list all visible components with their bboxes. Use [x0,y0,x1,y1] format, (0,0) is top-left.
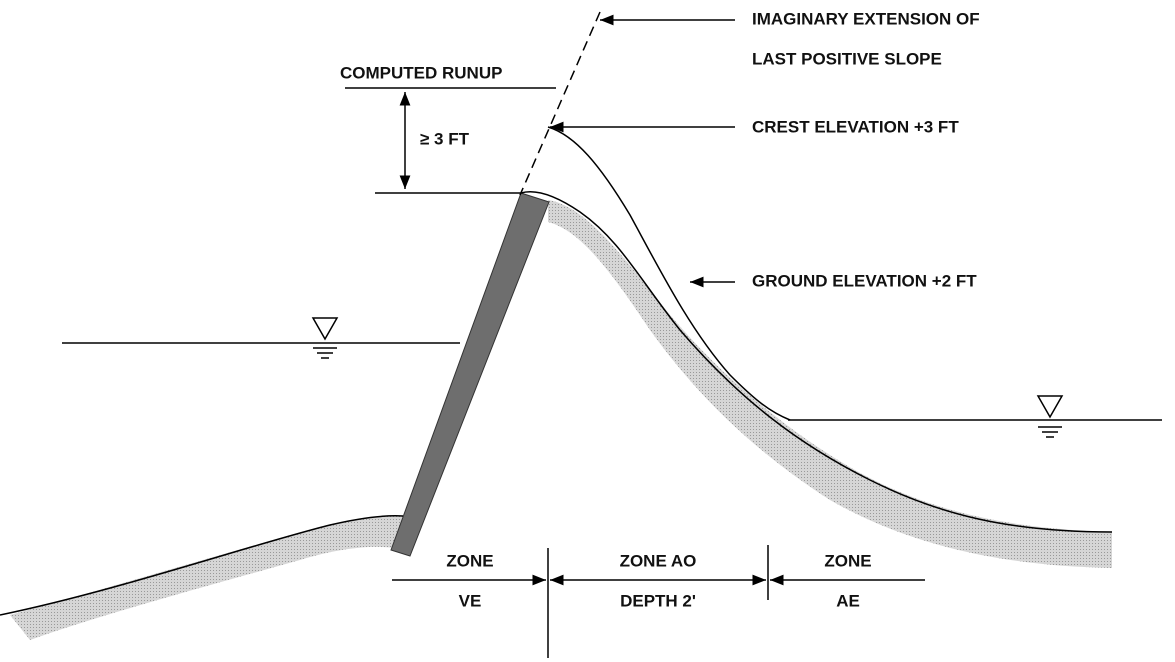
zone-name: ZONE [824,551,871,570]
ground-line [0,515,404,616]
wall [390,192,550,557]
zone-detail: AE [836,591,860,610]
ground-shade [10,515,403,640]
label: LAST POSITIVE SLOPE [752,49,942,68]
label: GROUND ELEVATION +2 FT [752,271,977,290]
ground-shade [548,200,1112,568]
label: COMPUTED RUNUP [340,63,502,82]
zone-detail: DEPTH 2' [620,591,696,610]
label: ≥ 3 FT [420,129,470,148]
zone-name: ZONE [446,551,493,570]
water-symbol [1036,395,1064,438]
water-symbol [311,317,339,359]
label: CREST ELEVATION +3 FT [752,117,959,136]
ground-line [520,191,1113,533]
zone-detail: VE [459,591,482,610]
label: IMAGINARY EXTENSION OF [752,9,980,28]
zone-name: ZONE AO [620,551,697,570]
extension-line [519,11,601,196]
crest-line [547,126,791,421]
